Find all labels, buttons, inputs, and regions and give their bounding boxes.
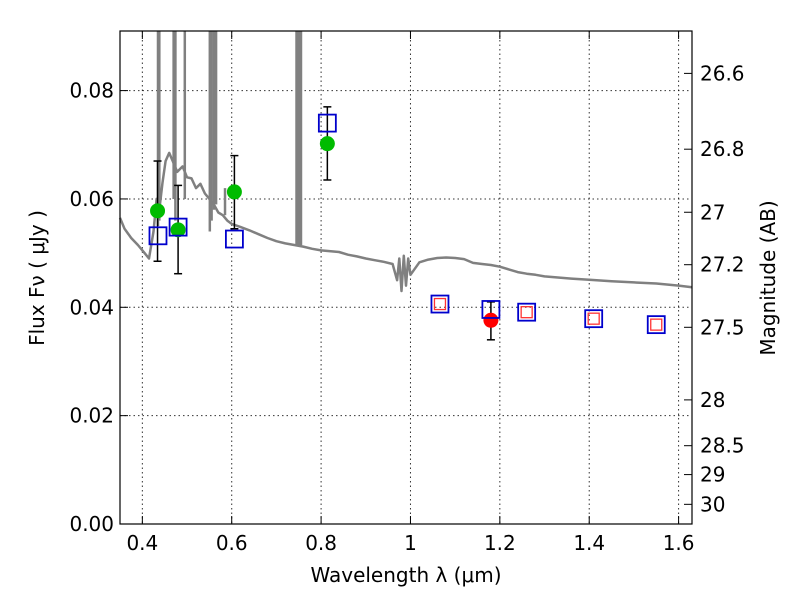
plot-frame <box>119 30 693 525</box>
x-tick-label: 1.2 <box>484 531 516 555</box>
y-tick-label: 0.02 <box>69 404 114 428</box>
x-tick-label: 1.6 <box>663 531 695 555</box>
y-tick-label: 0.06 <box>69 187 114 211</box>
x-tick-label: 0.6 <box>216 531 248 555</box>
model-point-box <box>517 302 537 322</box>
y-tick-label: 0.04 <box>69 295 114 319</box>
model-point-inner <box>587 312 600 325</box>
x-tick-label: 1 <box>404 531 417 555</box>
data-point <box>483 312 499 328</box>
model-spectrum <box>118 31 693 293</box>
data-point <box>226 184 242 200</box>
data-point <box>170 222 186 238</box>
right-tick-label: 27.5 <box>700 315 745 339</box>
model-point-inner <box>520 306 533 319</box>
x-tick-label: 0.4 <box>126 531 158 555</box>
right-axis-label: Magnitude (AB) <box>756 200 780 355</box>
spectrum-line <box>118 151 693 293</box>
right-axis-ticks: 26.6 26.8 27 27.2 27.5 28 28.5 29 30 <box>684 61 745 516</box>
model-point-inner <box>650 318 663 331</box>
right-tick-label: 27 <box>700 200 725 224</box>
right-tick-label: 28 <box>700 388 725 412</box>
model-point-box <box>148 226 168 246</box>
model-point-inner <box>433 297 447 311</box>
right-tick-label: 29 <box>700 463 725 487</box>
right-tick-label: 27.2 <box>700 253 745 277</box>
photometry-points <box>148 106 666 341</box>
model-point-box <box>224 229 244 249</box>
x-tick-label: 1.4 <box>573 531 605 555</box>
model-point-box <box>430 294 450 314</box>
right-tick-label: 28.5 <box>700 434 745 458</box>
model-point-box <box>584 309 604 329</box>
right-tick-label: 30 <box>700 492 725 516</box>
right-tick-label: 26.8 <box>700 137 745 161</box>
x-axis-ticks: 0.4 0.6 0.8 1 1.2 1.4 1.6 <box>126 31 695 555</box>
y-tick-label: 0.00 <box>69 512 114 536</box>
model-point-box <box>481 300 501 319</box>
y-axis-label: Flux Fν ( μJy ) <box>25 210 49 346</box>
model-point-box <box>168 217 188 237</box>
right-tick-label: 26.6 <box>700 61 745 85</box>
model-point-box <box>317 113 337 133</box>
data-point <box>150 203 166 219</box>
x-tick-label: 0.8 <box>305 531 337 555</box>
model-point-box <box>646 315 666 335</box>
data-point <box>319 136 335 152</box>
y-axis-ticks: 0.00 0.02 0.04 0.06 0.08 <box>69 79 128 536</box>
x-axis-label: Wavelength λ (μm) <box>310 563 501 587</box>
y-tick-label: 0.08 <box>69 79 114 103</box>
